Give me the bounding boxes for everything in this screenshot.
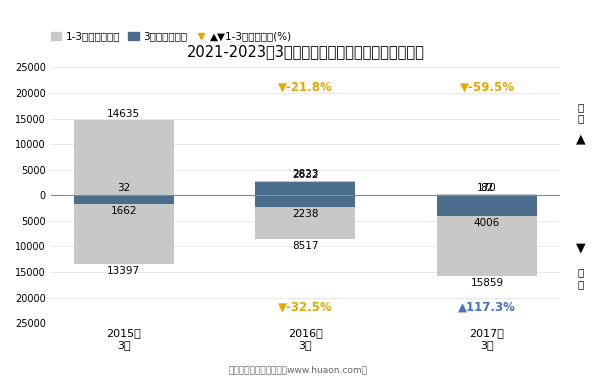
Title: 2021-2023年3月江苏新沂保税物流中心进、出口额: 2021-2023年3月江苏新沂保税物流中心进、出口额 <box>187 44 424 59</box>
Bar <box>256 182 355 195</box>
Text: 4006: 4006 <box>474 218 500 227</box>
Text: ▼: ▼ <box>576 242 586 255</box>
Text: 2823: 2823 <box>292 169 319 179</box>
Text: 2632: 2632 <box>292 170 319 180</box>
Text: 82: 82 <box>480 183 493 193</box>
Bar <box>256 195 355 239</box>
Bar <box>74 195 174 204</box>
Text: 32: 32 <box>117 183 131 193</box>
Bar <box>74 120 174 195</box>
Bar <box>437 195 537 276</box>
Text: 8517: 8517 <box>292 241 319 251</box>
Bar <box>256 181 355 195</box>
Bar <box>74 195 174 264</box>
Text: 1662: 1662 <box>111 206 137 215</box>
Bar <box>437 194 537 195</box>
Text: ▲: ▲ <box>576 133 586 146</box>
Text: 13397: 13397 <box>107 266 141 276</box>
Text: ▲117.3%: ▲117.3% <box>458 300 516 313</box>
Bar <box>437 195 537 216</box>
Text: 14635: 14635 <box>107 109 141 119</box>
Text: 170: 170 <box>477 183 497 193</box>
Text: ▼-32.5%: ▼-32.5% <box>278 300 333 313</box>
Legend: 1-3月（万美元）, 3月（万美元）, ▲▼1-3月同比增速(%): 1-3月（万美元）, 3月（万美元）, ▲▼1-3月同比增速(%) <box>51 32 292 42</box>
Text: ▼-59.5%: ▼-59.5% <box>460 80 514 93</box>
Text: ▼-21.8%: ▼-21.8% <box>278 80 333 93</box>
Bar <box>256 195 355 207</box>
Text: 15859: 15859 <box>470 278 504 288</box>
Text: 2238: 2238 <box>292 209 319 218</box>
Text: 出
口: 出 口 <box>578 102 584 124</box>
Text: 进
口: 进 口 <box>578 267 584 289</box>
Text: 制图：华经产业研究院（www.huaon.com）: 制图：华经产业研究院（www.huaon.com） <box>228 365 368 374</box>
